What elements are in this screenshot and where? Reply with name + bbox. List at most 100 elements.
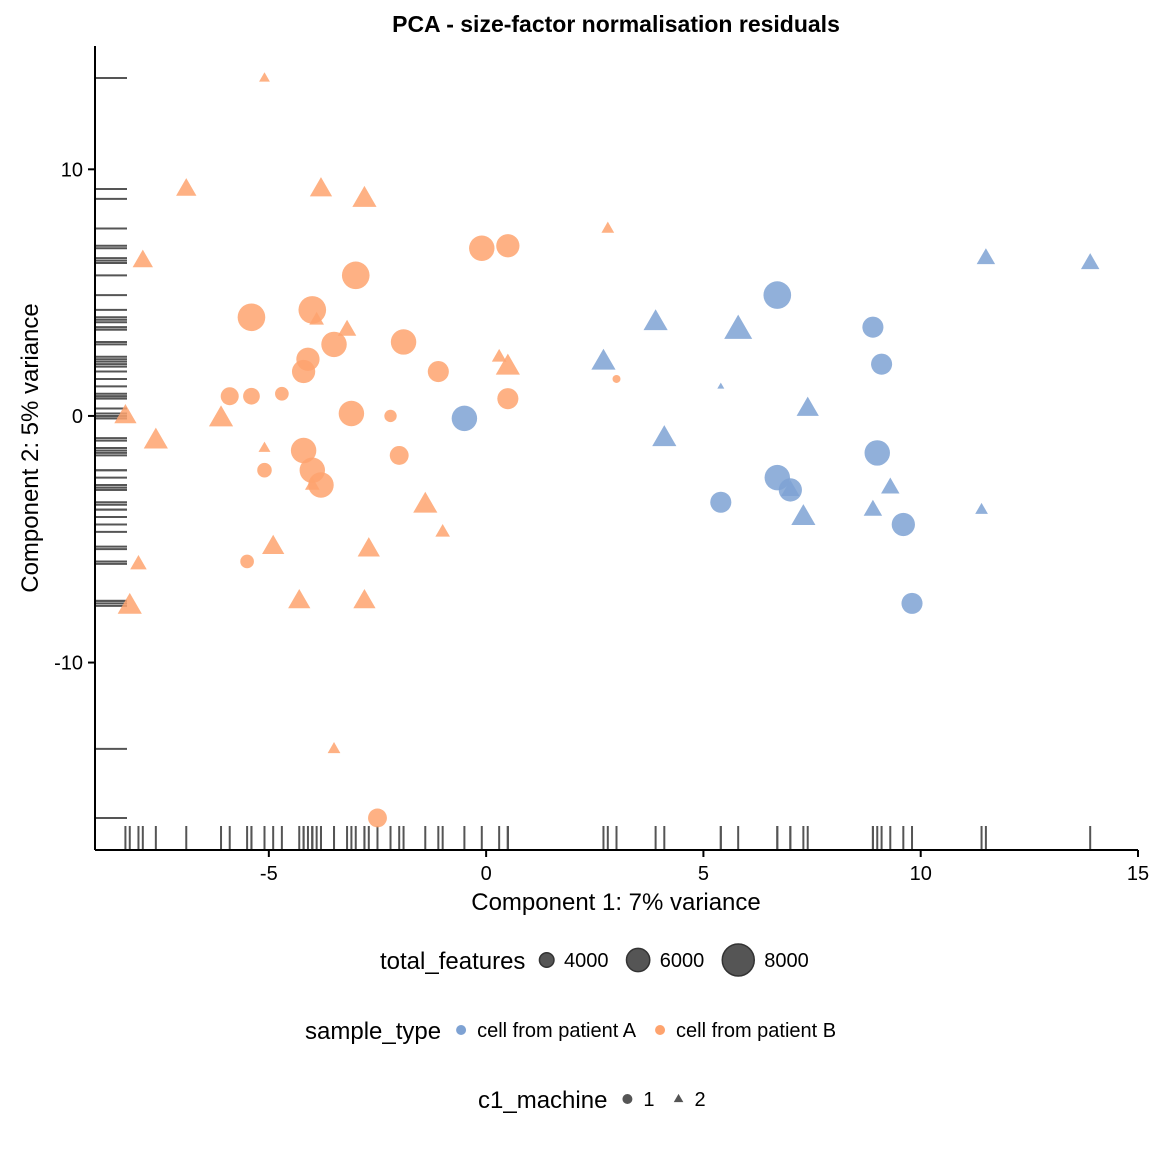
data-point	[1080, 253, 1100, 270]
data-point	[257, 462, 272, 478]
y-tick-label: 0	[72, 406, 83, 428]
data-point	[496, 234, 520, 258]
x-tick-label: 10	[910, 863, 932, 885]
data-point	[862, 316, 884, 338]
legend-key-size	[538, 951, 555, 969]
data-point	[352, 185, 377, 207]
legend-key-size	[625, 947, 651, 973]
data-point	[290, 437, 317, 464]
legend-key-shape	[622, 1094, 633, 1104]
data-point	[309, 311, 324, 325]
legend-title: sample_type	[305, 1018, 441, 1045]
legend-title: c1_machine	[478, 1087, 607, 1114]
data-point	[796, 396, 819, 416]
data-point	[781, 480, 800, 496]
data-point	[327, 742, 341, 754]
data-point	[176, 178, 197, 196]
data-point	[143, 427, 168, 449]
x-ticks: -5 0 5 10 15	[260, 850, 1149, 885]
data-point	[338, 400, 365, 427]
legend-label: 2	[695, 1089, 706, 1111]
legend-title: total_features	[380, 948, 525, 975]
data-point	[114, 403, 137, 424]
data-point	[309, 177, 333, 197]
rug-layer	[95, 77, 1092, 850]
x-tick-label: -5	[260, 863, 278, 885]
data-point	[863, 499, 883, 516]
data-point	[321, 331, 347, 358]
data-point	[717, 382, 725, 389]
y-tick-label: 10	[61, 159, 83, 181]
data-point	[291, 359, 316, 384]
data-point	[275, 386, 289, 401]
data-point	[864, 440, 890, 466]
data-point	[208, 405, 234, 427]
data-point	[337, 319, 357, 336]
x-axis-title: Component 1: 7% variance	[471, 889, 761, 916]
data-point	[881, 477, 900, 494]
data-point	[384, 409, 397, 423]
data-point	[791, 504, 816, 526]
legend-label: 8000	[764, 950, 809, 972]
data-point	[240, 554, 254, 569]
data-point	[341, 261, 370, 290]
data-point	[308, 472, 334, 498]
data-point	[357, 537, 380, 557]
data-point	[132, 249, 153, 268]
data-point	[652, 425, 677, 447]
data-point	[451, 405, 478, 432]
data-point	[643, 309, 668, 331]
data-point	[591, 348, 616, 370]
data-point	[353, 588, 376, 609]
legend-label: 1	[643, 1089, 654, 1111]
data-point	[491, 348, 507, 362]
data-point	[390, 329, 417, 355]
legend-key-shape	[673, 1093, 684, 1103]
chart-title: PCA - size-factor normalisation residual…	[392, 11, 840, 37]
data-point	[259, 72, 270, 82]
data-point	[243, 387, 260, 405]
data-point	[220, 387, 239, 406]
legend-key-color	[655, 1025, 666, 1035]
data-point	[901, 592, 923, 614]
data-point	[724, 314, 753, 339]
legend-label: 6000	[660, 950, 705, 972]
data-point	[612, 374, 621, 383]
legend-key-size	[721, 943, 756, 977]
data-point	[304, 477, 320, 490]
y-axis-title: Component 2: 5% variance	[17, 303, 44, 593]
x-tick-label: 0	[481, 863, 492, 885]
data-point	[389, 445, 409, 465]
legend-label: cell from patient A	[477, 1020, 637, 1042]
data-point	[871, 353, 893, 375]
data-point	[427, 361, 449, 383]
data-point	[763, 281, 792, 309]
data-point	[469, 235, 495, 261]
y-ticks: -10 0 10	[54, 159, 95, 675]
points-layer	[114, 72, 1100, 828]
data-point	[497, 388, 519, 410]
data-point	[976, 248, 996, 265]
data-point	[117, 592, 142, 614]
y-tick-label: -10	[54, 653, 83, 675]
data-point	[258, 441, 271, 452]
legend-layer: total_features 4000 6000 8000 sample_type cel…	[305, 943, 836, 1114]
data-point	[130, 555, 147, 570]
data-point	[262, 534, 285, 554]
data-point	[601, 221, 615, 233]
data-point	[237, 303, 266, 332]
data-point	[891, 512, 915, 537]
data-point	[975, 502, 988, 514]
x-tick-label: 5	[698, 863, 709, 885]
data-point	[435, 523, 450, 537]
data-point	[413, 491, 438, 513]
data-point	[495, 353, 520, 375]
x-tick-label: 15	[1127, 863, 1149, 885]
data-point	[368, 808, 387, 828]
legend-label: cell from patient B	[676, 1020, 836, 1042]
legend-label: 4000	[564, 950, 609, 972]
data-point	[288, 588, 311, 609]
data-point	[710, 491, 732, 513]
legend-key-color	[456, 1025, 467, 1035]
